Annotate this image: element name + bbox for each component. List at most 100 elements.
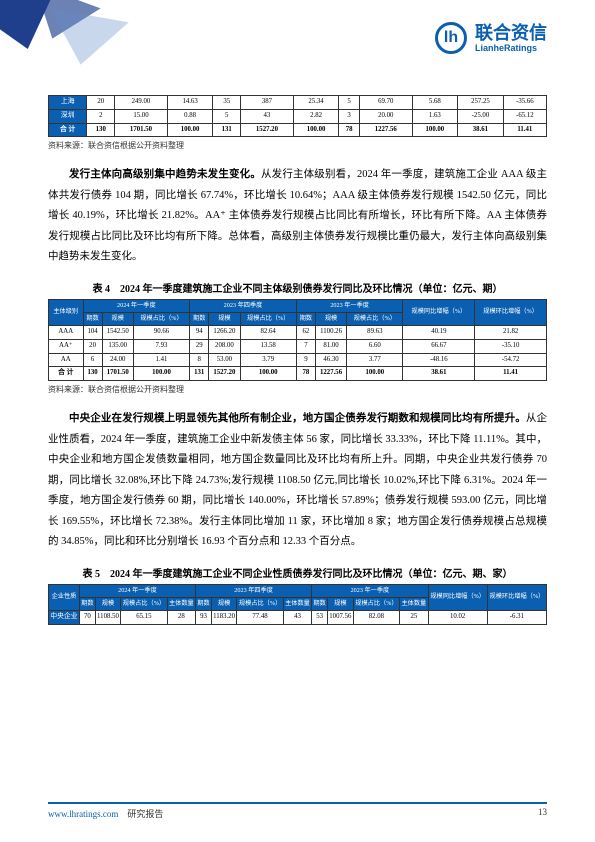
col-header: 企业性质 [49,584,80,610]
cell: 1.41 [133,353,189,367]
cell: 135.00 [102,339,133,353]
table-top: 上海20249.0014.633538725.34569.705.68257.2… [48,95,547,137]
cell: 69.70 [359,96,412,110]
cell: 6.60 [347,339,403,353]
source-note: 资料来源：联合资信根据公开资料整理 [48,140,547,151]
footer-txt: 研究报告 [127,809,163,819]
para2-body: 从企业性质看，2024 年一季度，建筑施工企业中新发债主体 56 家，同比增长 … [48,413,547,547]
cell: 38.61 [458,123,504,137]
cell: 82.08 [353,610,399,624]
cell: 100.00 [133,367,189,381]
cell: 1183.20 [211,610,236,624]
cell: 38.61 [403,367,475,381]
cell: 89.63 [347,325,403,339]
cell: 1701.50 [115,123,168,137]
logo-icon: lh [435,22,467,54]
cell: 66.67 [403,339,475,353]
cell: 20 [87,96,115,110]
cell: 28 [167,610,195,624]
cell: 100.00 [347,367,403,381]
cell: -25.00 [458,109,504,123]
cell: 81.00 [315,339,346,353]
cell: 1227.56 [315,367,346,381]
page: lh 联合资信 LianheRatings 上海20249.0014.63353… [0,0,595,842]
cell: 21.82 [475,325,547,339]
cell: -54.72 [475,353,547,367]
cell: 62 [296,325,315,339]
brand: lh 联合资信 LianheRatings [435,22,547,54]
col-header: 规模同比增幅（%） [428,584,487,610]
page-number: 13 [538,807,547,820]
cell: 2 [87,109,115,123]
cell: -65.12 [503,109,546,123]
col-header: 期数 [190,312,209,325]
cell: 20 [83,339,102,353]
cell: 合 计 [49,367,84,381]
cell: 100.00 [412,123,458,137]
col-header: 期数 [196,597,212,610]
cell: 2.82 [293,109,339,123]
cell: -35.10 [475,339,547,353]
para2-lead: 中央企业在发行规模上明显领先其他所有制企业，地方国企债券发行期数和规模同比均有所… [69,413,526,424]
cell: 46.30 [315,353,346,367]
cell: 100.00 [240,367,296,381]
cell: 合 计 [49,123,87,137]
cell: 43 [283,610,311,624]
cell: 1527.20 [209,367,240,381]
col-header: 规模占比（%） [121,597,167,610]
cell: 1701.50 [102,367,133,381]
col-header: 规模 [102,312,133,325]
col-header: 规模占比（%） [353,597,399,610]
cell: AA [49,353,84,367]
cell: 1.63 [412,109,458,123]
cell: 5 [213,109,241,123]
cell: 77.48 [237,610,283,624]
cell: 65.15 [121,610,167,624]
paragraph-1: 发行主体向高级别集中趋势未发生变化。从发行主体级别看，2024 年一季度，建筑施… [48,165,547,267]
cell: 1542.50 [102,325,133,339]
col-header: 期数 [312,597,328,610]
cell: 100.00 [167,123,213,137]
cell: 14.63 [167,96,213,110]
cell: 20.00 [359,109,412,123]
col-header: 规模环比增幅（%） [487,584,546,610]
cell: 131 [190,367,209,381]
col-header: 规模占比（%） [240,312,296,325]
cell: 100.00 [293,123,339,137]
cell: 82.64 [240,325,296,339]
brand-en: LianheRatings [475,44,547,53]
cell: 深圳 [49,109,87,123]
table5: 企业性质2024 年一季度2023 年四季度2023 年一季度规模同比增幅（%）… [48,584,547,625]
cell: 78 [296,367,315,381]
col-header: 2023 年一季度 [312,584,428,597]
table4: 主体级别2024 年一季度2023 年四季度2023 年一季度规模同比增幅（%）… [48,299,547,381]
cell: 70 [79,610,95,624]
col-header: 规模环比增幅（%） [475,299,547,325]
cell: 1007.56 [327,610,353,624]
cell: 1527.20 [241,123,294,137]
cell: 3 [339,109,360,123]
col-header: 规模 [209,312,240,325]
cell: AA⁺ [49,339,84,353]
para1-lead: 发行主体向高级别集中趋势未发生变化。 [69,169,261,180]
cell: 11.41 [503,123,546,137]
cell: 上海 [49,96,87,110]
decor-triangle [41,8,128,71]
footer: www.lhratings.com 研究报告 13 [48,802,547,820]
source-note: 资料来源：联合资信根据公开资料整理 [48,384,547,395]
cell: 0.88 [167,109,213,123]
cell: 40.19 [403,325,475,339]
footer-url[interactable]: www.lhratings.com [48,809,118,819]
col-header: 期数 [79,597,95,610]
cell: 53 [312,610,328,624]
cell: 208.00 [209,339,240,353]
cell: 94 [190,325,209,339]
col-header: 期数 [83,312,102,325]
col-header: 主体级别 [49,299,84,325]
col-header: 规模占比（%） [133,312,189,325]
cell: 6 [83,353,102,367]
col-header: 主体数量 [283,597,311,610]
cell: 1227.56 [359,123,412,137]
cell: -6.31 [487,610,546,624]
col-header: 2024 年一季度 [83,299,190,312]
